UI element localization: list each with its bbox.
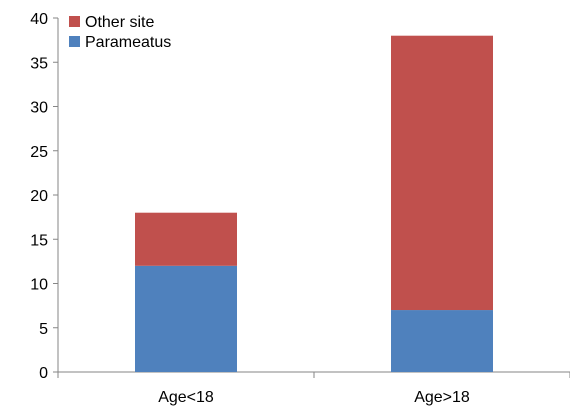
y-tick-label: 25 [30, 144, 48, 161]
bars [135, 35, 493, 372]
y-tick-label: 5 [39, 321, 48, 338]
y-tick-label: 10 [30, 277, 48, 294]
bar-parameatus-2 [391, 310, 493, 372]
legend-label: Parameatus [85, 34, 171, 51]
legend-swatch [69, 36, 80, 47]
x-tick-label: Age<18 [158, 389, 214, 406]
bar-other-site-2 [391, 35, 493, 311]
x-tick-label: Age>18 [414, 389, 470, 406]
bar-parameatus-1 [135, 265, 237, 372]
y-tick-label: 35 [30, 55, 48, 72]
y-tick-label: 40 [30, 11, 48, 28]
y-tick-label: 15 [30, 232, 48, 249]
legend: Other site Parameatus [69, 14, 171, 51]
tick-labels: 0 5 10 15 20 25 30 35 40 Age<18 Age>18 [30, 11, 470, 406]
legend-item-other-site: Other site [69, 14, 154, 31]
y-tick-label: 20 [30, 188, 48, 205]
bar-other-site-1 [135, 212, 237, 266]
legend-item-parameatus: Parameatus [69, 34, 171, 51]
legend-label: Other site [85, 14, 154, 31]
legend-swatch [69, 16, 80, 27]
y-tick-label: 30 [30, 100, 48, 117]
y-tick-label: 0 [39, 365, 48, 382]
